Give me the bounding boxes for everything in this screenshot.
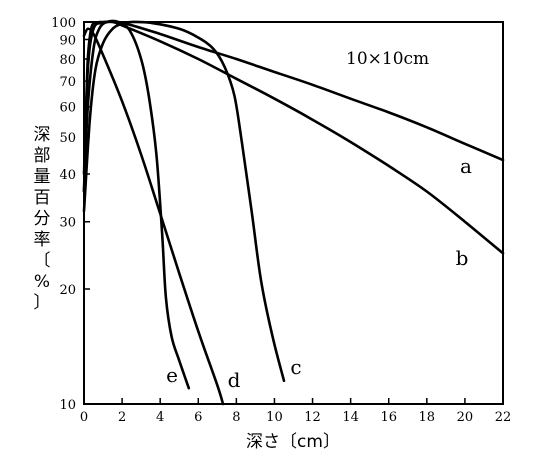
x-tick-label: 2 [118,410,126,425]
plot-frame [83,21,504,405]
y-tick-label: 80 [59,53,76,68]
x-tick-label: 18 [419,410,436,425]
y-axis: 10 20 30 40 50 60 70 80 90 100 [51,16,90,413]
curve-label-a: a [460,154,472,178]
x-tick-label: 4 [156,410,164,425]
x-tick-label: 8 [232,410,240,425]
curves-group [82,19,505,406]
x-axis: 0 2 4 6 8 10 12 14 16 18 20 22 [80,398,511,425]
x-tick-label: 22 [495,410,512,425]
y-tick-label: 30 [59,216,76,231]
curve-label-b: b [456,246,469,270]
y-tick-label: 90 [59,33,76,48]
y-tick-label: 70 [59,75,76,90]
field-size-annotation: 10×10cm [346,49,429,69]
y-tick-label: 40 [59,168,76,183]
curve-d [82,27,225,406]
x-tick-label: 16 [380,410,397,425]
curve-labels: a b c d e [166,154,472,392]
curve-c [82,20,286,383]
x-tick-label: 6 [194,410,202,425]
curve-b [82,20,505,255]
y-tick-label: 100 [51,16,76,31]
x-tick-label: 14 [342,410,359,425]
y-tick-label: 60 [59,101,76,116]
x-tick-label: 20 [457,410,474,425]
x-tick-label: 10 [266,410,283,425]
y-tick-label: 10 [59,398,76,413]
curve-a [82,20,505,193]
curve-e [82,19,191,390]
y-axis-title: 深部量百分率〔%〕 [34,125,51,313]
curve-label-c: c [290,355,301,379]
curve-label-e: e [166,363,178,387]
x-axis-title: 深さ〔cm〕 [246,432,340,452]
x-tick-label: 0 [80,410,88,425]
x-tick-label: 12 [304,410,321,425]
curve-label-d: d [228,368,241,392]
y-tick-label: 20 [59,283,76,298]
y-tick-label: 50 [59,131,76,146]
